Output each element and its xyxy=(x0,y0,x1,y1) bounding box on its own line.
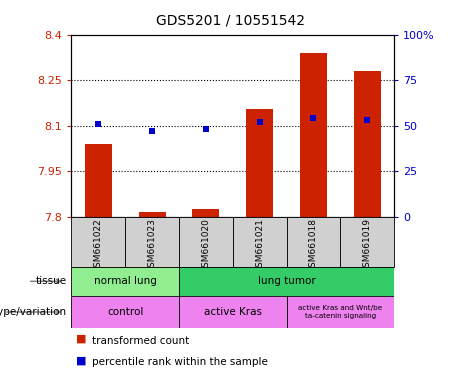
Text: percentile rank within the sample: percentile rank within the sample xyxy=(92,357,268,367)
Bar xyxy=(340,217,394,267)
Bar xyxy=(354,71,381,217)
Bar xyxy=(287,296,394,328)
Bar xyxy=(179,217,233,267)
Text: active Kras: active Kras xyxy=(204,307,262,317)
Text: genotype/variation: genotype/variation xyxy=(0,307,67,317)
Bar xyxy=(125,217,179,267)
Text: active Kras and Wnt/be
ta-catenin signaling: active Kras and Wnt/be ta-catenin signal… xyxy=(298,305,383,319)
Bar xyxy=(179,267,394,296)
Bar xyxy=(300,53,327,217)
Text: ■: ■ xyxy=(76,355,87,365)
Bar xyxy=(246,109,273,217)
Text: GSM661020: GSM661020 xyxy=(201,218,210,273)
Bar xyxy=(85,144,112,217)
Bar xyxy=(233,217,287,267)
Text: transformed count: transformed count xyxy=(92,336,189,346)
Text: GSM661021: GSM661021 xyxy=(255,218,264,273)
Text: tissue: tissue xyxy=(35,276,67,286)
Bar xyxy=(71,267,179,296)
Text: GSM661018: GSM661018 xyxy=(309,218,318,273)
Text: GSM661023: GSM661023 xyxy=(148,218,157,273)
Text: ■: ■ xyxy=(76,334,87,344)
Text: GSM661022: GSM661022 xyxy=(94,218,103,273)
Bar xyxy=(287,217,340,267)
Bar xyxy=(193,209,219,217)
Bar xyxy=(71,217,125,267)
Text: control: control xyxy=(107,307,143,317)
Bar xyxy=(139,212,165,217)
Bar xyxy=(179,296,287,328)
Text: GDS5201 / 10551542: GDS5201 / 10551542 xyxy=(156,13,305,27)
Text: normal lung: normal lung xyxy=(94,276,157,286)
Text: lung tumor: lung tumor xyxy=(258,276,315,286)
Text: GSM661019: GSM661019 xyxy=(363,218,372,273)
Bar xyxy=(71,296,179,328)
